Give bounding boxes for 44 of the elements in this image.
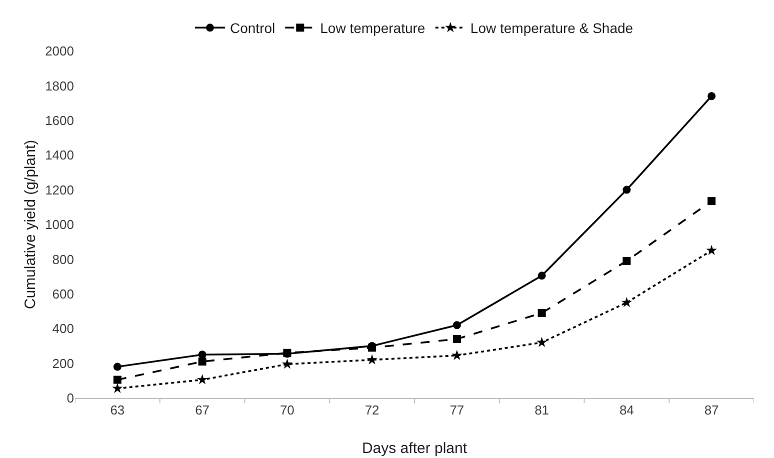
point [622, 256, 631, 265]
point [196, 374, 208, 384]
point [198, 350, 206, 359]
point [112, 382, 123, 393]
point [622, 186, 631, 194]
y-tick-label: 400 [52, 321, 74, 336]
point [538, 308, 546, 317]
x-axis-title: Days after plant [362, 440, 468, 457]
y-tick-label: 200 [52, 356, 74, 371]
point [452, 321, 461, 330]
x-tick-label: 77 [450, 402, 464, 418]
y-tick-label: 1800 [45, 78, 74, 94]
point [536, 336, 548, 348]
x-tick-label: 72 [364, 402, 380, 418]
legend-label: Low temperature & Shade [470, 20, 634, 36]
y-tick-label: 2000 [45, 44, 74, 59]
y-tick-label: 1200 [45, 182, 74, 198]
x-tick-label: 63 [110, 402, 125, 418]
point [452, 335, 461, 344]
point [621, 296, 632, 308]
point [113, 376, 122, 384]
legend-label: Control [230, 20, 276, 36]
y-tick-label: 800 [52, 252, 74, 267]
x-tick-label: 81 [534, 402, 550, 418]
x-tick-label: 67 [195, 402, 210, 418]
y-tick-label: 600 [52, 286, 74, 302]
y-axis-title: Cumulative yield (g/plant) [22, 140, 39, 310]
point [113, 362, 122, 371]
point [282, 358, 293, 369]
x-tick-label: 70 [280, 402, 294, 418]
point [366, 354, 378, 364]
legend-label: Low temperature [320, 20, 426, 36]
point [708, 197, 716, 206]
point [198, 358, 206, 366]
y-tick-label: 1000 [45, 217, 74, 232]
point [538, 272, 546, 280]
x-tick-label: 87 [704, 402, 719, 418]
point [452, 350, 462, 360]
point [708, 92, 716, 100]
x-tick-label: 84 [619, 402, 634, 418]
point [706, 244, 717, 256]
y-tick-label: 1400 [45, 148, 74, 163]
y-tick-label: 1600 [45, 112, 74, 128]
y-tick-label: 0 [66, 390, 74, 406]
